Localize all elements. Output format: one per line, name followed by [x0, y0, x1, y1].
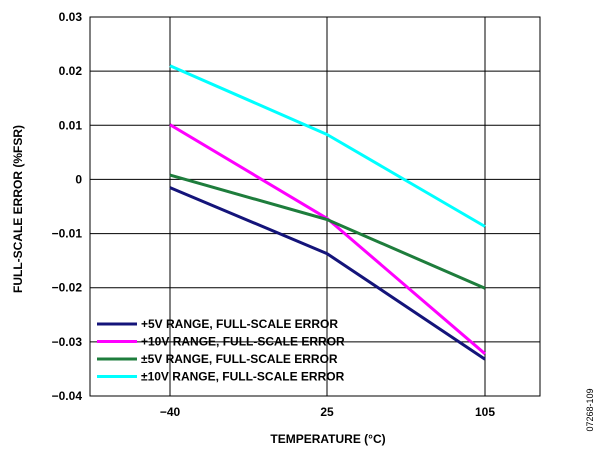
- y-tick-label: −0.02: [52, 281, 83, 295]
- y-tick-labels: 0.03 0.02 0.01 0 −0.01 −0.02 −0.03 −0.04: [52, 10, 83, 403]
- legend-label: ±10V RANGE, FULL-SCALE ERROR: [141, 370, 345, 384]
- y-tick-label: 0.02: [59, 64, 83, 78]
- series-line: [169, 186, 486, 361]
- series-line: [169, 64, 486, 228]
- y-tick-label: −0.03: [52, 335, 83, 349]
- x-tick-label: 105: [475, 405, 495, 419]
- legend-label: ±5V RANGE, FULL-SCALE ERROR: [141, 352, 338, 366]
- y-tick-label: −0.04: [52, 389, 83, 403]
- legend-label: +10V RANGE, FULL-SCALE ERROR: [141, 335, 345, 349]
- figure-id: 07268-109: [585, 388, 595, 431]
- y-axis-title: FULL-SCALE ERROR (%FSR): [11, 125, 25, 293]
- series-lines: [169, 64, 486, 361]
- x-tick-label: −40: [160, 405, 181, 419]
- y-tick-label: 0.01: [59, 118, 83, 132]
- grid: [90, 16, 540, 397]
- x-axis-title: TEMPERATURE (°C): [270, 432, 385, 446]
- y-tick-label: 0: [75, 172, 82, 186]
- plot-border: [89, 16, 541, 397]
- y-tick-label: 0.03: [59, 10, 83, 24]
- legend-label: +5V RANGE, FULL-SCALE ERROR: [141, 317, 338, 331]
- x-tick-labels: −40 25 105: [160, 405, 496, 419]
- series-line: [169, 173, 486, 290]
- legend: +5V RANGE, FULL-SCALE ERROR +10V RANGE, F…: [97, 317, 345, 384]
- x-tick-label: 25: [320, 405, 334, 419]
- y-tick-label: −0.01: [52, 227, 83, 241]
